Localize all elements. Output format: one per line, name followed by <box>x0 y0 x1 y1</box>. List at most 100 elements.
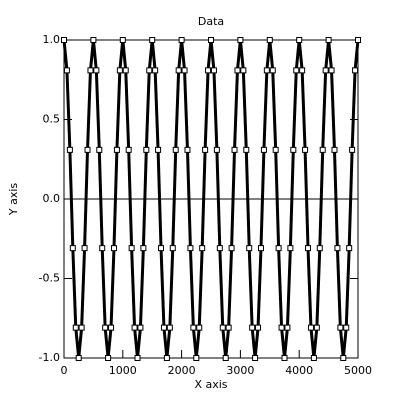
data-marker <box>346 245 353 252</box>
data-marker <box>266 37 273 43</box>
data-marker <box>331 146 338 153</box>
data-marker <box>190 324 197 331</box>
data-marker <box>263 67 270 74</box>
data-marker <box>269 67 276 74</box>
chart-title: Data <box>198 15 224 28</box>
data-marker <box>199 245 206 252</box>
data-marker <box>128 245 135 252</box>
data-marker <box>181 67 188 74</box>
data-marker <box>352 67 359 74</box>
x-tick-label: 2000 <box>168 364 196 377</box>
x-axis-label: X axis <box>194 378 227 391</box>
data-marker <box>313 324 320 331</box>
y-tick-label: 0.0 <box>43 192 61 205</box>
data-marker <box>255 324 262 331</box>
data-marker <box>299 67 306 74</box>
data-marker <box>196 324 203 331</box>
data-marker <box>240 67 247 74</box>
data-marker <box>69 245 76 252</box>
data-marker <box>113 146 120 153</box>
data-marker <box>96 146 103 153</box>
data-marker <box>222 355 229 361</box>
data-marker <box>72 324 79 331</box>
data-marker <box>334 245 341 252</box>
data-marker <box>210 67 217 74</box>
data-marker <box>272 146 279 153</box>
data-marker <box>134 355 141 361</box>
data-marker <box>163 355 170 361</box>
data-marker <box>231 146 238 153</box>
data-marker <box>287 245 294 252</box>
data-marker <box>293 67 300 74</box>
data-marker <box>213 146 220 153</box>
data-marker <box>249 324 256 331</box>
data-marker <box>110 245 117 252</box>
data-marker <box>290 146 297 153</box>
data-marker <box>205 67 212 74</box>
data-marker <box>105 355 112 361</box>
data-marker <box>325 37 332 43</box>
data-marker <box>99 245 106 252</box>
data-marker <box>343 324 350 331</box>
data-marker <box>63 67 70 74</box>
x-tick-label: 1000 <box>109 364 137 377</box>
data-marker <box>172 146 179 153</box>
data-marker <box>84 146 91 153</box>
data-marker <box>158 245 165 252</box>
data-marker <box>119 37 126 43</box>
x-tick-label: 0 <box>61 364 68 377</box>
data-marker <box>146 67 153 74</box>
data-marker <box>66 146 73 153</box>
y-axis-label: Y axis <box>7 183 20 217</box>
data-marker <box>155 146 162 153</box>
data-marker <box>175 67 182 74</box>
data-marker <box>275 245 282 252</box>
x-tick-label: 3000 <box>226 364 254 377</box>
data-marker <box>93 67 100 74</box>
data-marker <box>193 355 200 361</box>
data-marker <box>131 324 138 331</box>
data-marker <box>225 324 232 331</box>
data-marker <box>184 146 191 153</box>
data-marker <box>319 146 326 153</box>
data-marker <box>187 245 194 252</box>
data-marker <box>252 355 259 361</box>
data-marker <box>305 245 312 252</box>
data-marker <box>316 245 323 252</box>
x-tick-label: 5000 <box>344 364 372 377</box>
data-marker <box>75 355 82 361</box>
data-marker <box>78 324 85 331</box>
x-tick-label: 4000 <box>285 364 313 377</box>
data-marker <box>122 67 129 74</box>
data-marker <box>340 355 347 361</box>
data-marker <box>160 324 167 331</box>
data-marker <box>281 355 288 361</box>
data-marker <box>178 37 185 43</box>
data-marker <box>243 146 250 153</box>
data-marker <box>208 37 214 43</box>
data-marker <box>149 37 156 43</box>
data-marker <box>234 67 241 74</box>
data-marker <box>310 355 317 361</box>
data-marker <box>328 67 335 74</box>
data-marker <box>169 245 176 252</box>
data-marker <box>322 67 329 74</box>
data-marker <box>166 324 173 331</box>
data-marker <box>125 146 132 153</box>
data-marker <box>337 324 344 331</box>
data-marker <box>228 245 235 252</box>
data-marker <box>237 37 244 43</box>
data-marker <box>140 245 147 252</box>
data-marker <box>108 324 115 331</box>
data-marker <box>278 324 285 331</box>
y-tick-label: 0.5 <box>43 113 61 126</box>
data-marker <box>152 67 159 74</box>
data-marker <box>219 324 226 331</box>
data-marker <box>143 146 150 153</box>
y-tick-label: -1.0 <box>39 351 60 364</box>
data-marker <box>349 146 356 153</box>
data-marker <box>284 324 291 331</box>
data-marker <box>137 324 144 331</box>
data-marker <box>90 37 97 43</box>
